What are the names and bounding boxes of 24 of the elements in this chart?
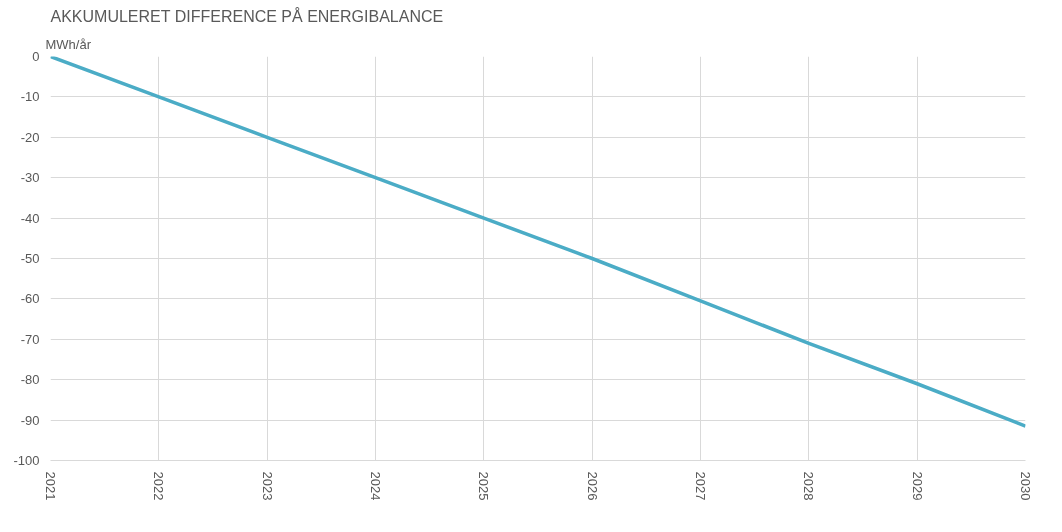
x-tick-label: 2027 [693,471,708,501]
y-tick-label: -90 [20,412,40,428]
line-series [50,56,1026,428]
x-tick-label: 2026 [584,471,600,501]
y-tick-label: 0 [32,49,40,64]
y-tick-label: -80 [20,372,40,388]
x-tick-label: 2023 [259,471,275,501]
x-tick-label: 2024 [368,471,383,501]
x-tick-label: 2025 [476,471,492,501]
x-tick-label: 2028 [801,471,817,501]
y-tick-label: -100 [13,453,40,468]
y-tick-label: -60 [20,291,40,307]
y-tick-label: -10 [20,89,40,105]
y-tick-label: -70 [20,331,40,347]
x-tick-label: 2021 [43,471,58,501]
x-tick-label: 2022 [151,471,167,501]
chart-title: AKKUMULERET DIFFERENCE PÅ ENERGIBALANCE [50,6,444,25]
x-tick-label: 2029 [909,471,925,501]
y-tick-label: -40 [20,210,40,226]
y-tick-label: -20 [20,129,40,145]
x-tick-label: 2030 [1018,471,1033,501]
y-axis-title: MWh/år [45,36,92,52]
y-tick-label: -30 [20,170,40,186]
y-tick-label: -50 [20,251,40,266]
